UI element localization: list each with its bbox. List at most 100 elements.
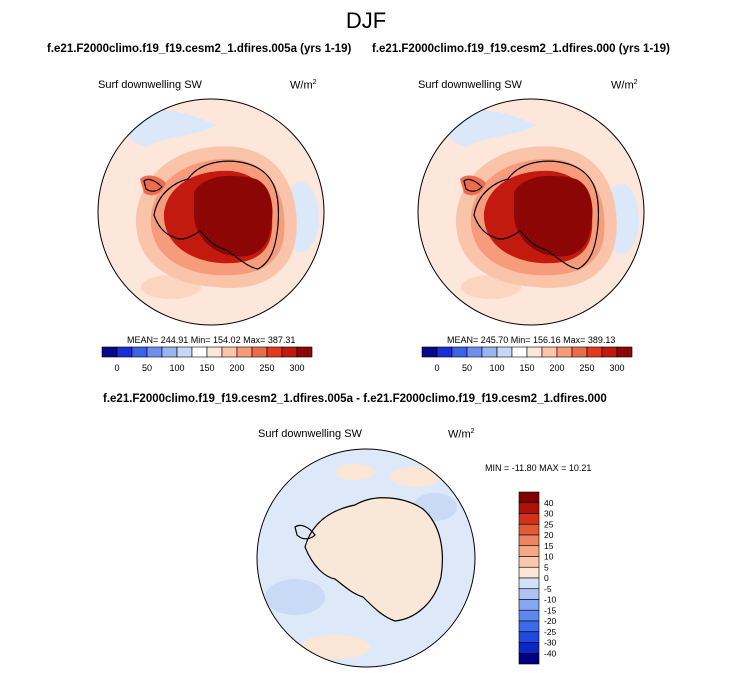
colorbar-cell: [236, 346, 253, 358]
colorbar-cell: [251, 346, 268, 358]
colorbar-cell: [131, 346, 148, 358]
colorbar-tick-label: 0: [434, 363, 439, 373]
panel-2-unit-label: W/m2: [611, 79, 638, 92]
colorbar-cell: [601, 346, 618, 358]
colorbar-tick-label: 250: [259, 363, 274, 373]
colorbar-tick-label: 40: [544, 498, 554, 508]
colorbar-cell: [518, 502, 540, 514]
colorbar-tick-label: 250: [579, 363, 594, 373]
colorbar-cell: [221, 346, 238, 358]
panel-1-stats: MEAN= 244.91 Min= 154.02 Max= 387.31: [127, 335, 296, 345]
colorbar-cell: [511, 346, 528, 358]
colorbar-cell: [571, 346, 588, 358]
colorbar-cell: [541, 346, 558, 358]
colorbar-cell: [556, 346, 573, 358]
colorbar-cell: [518, 588, 540, 600]
colorbar-tick-label: 100: [169, 363, 184, 373]
colorbar-cells: [518, 491, 540, 665]
colorbar-tick-label: 50: [462, 363, 472, 373]
colorbar-cell: [518, 620, 540, 633]
colorbar-cell: [518, 491, 540, 504]
map-peninsula-tip: [460, 175, 486, 196]
colorbar-tick-label: 200: [229, 363, 244, 373]
panel-2-variable-label: Surf downwelling SW: [418, 79, 522, 91]
colorbar-tick-label: 150: [519, 363, 534, 373]
colorbar-tick-label: -20: [544, 616, 557, 626]
diff-map-antarctica: [305, 497, 443, 621]
colorbar-cell: [518, 545, 540, 557]
map-antarctica-interior: [514, 175, 593, 257]
colorbar-cell: [146, 346, 163, 358]
colorbar-tick-label: -30: [544, 638, 557, 648]
panel-1-colorbar: 050100150200250300350: [101, 346, 313, 373]
colorbar-tick-label: 5: [544, 562, 549, 572]
colorbar-tick-label: 0: [114, 363, 119, 373]
season-title: DJF: [345, 8, 387, 33]
panel-2-colorbar: 050100150200250300350: [421, 346, 633, 373]
colorbar-cells: [101, 346, 313, 358]
map-coastline: [143, 160, 280, 270]
colorbar-cell: [518, 652, 540, 665]
diff-stats: MIN = -11.80 MAX = 10.21: [485, 463, 592, 473]
colorbar-cell: [191, 346, 208, 358]
diff-map-coastline: [294, 497, 444, 622]
map-border: [97, 98, 325, 326]
colorbar-cell: [161, 346, 178, 358]
colorbar-cell: [116, 346, 133, 358]
colorbar-cell: [518, 534, 540, 547]
colorbar-tick-label: 50: [142, 363, 152, 373]
diff-map-negative-patch: [265, 579, 325, 615]
colorbar-tick-labels: 050100150200250300350: [114, 363, 304, 373]
diff-map-positive-patch: [390, 467, 440, 487]
colorbar-tick-label: -15: [544, 605, 557, 615]
panel-1-variable-label: Surf downwelling SW: [98, 79, 202, 91]
diff-map: [256, 448, 476, 668]
colorbar-cell: [518, 642, 540, 654]
colorbar-tick-label: -5: [544, 584, 552, 594]
panel-2-stats: MEAN= 245.70 Min= 156.16 Max= 389.13: [447, 335, 616, 345]
colorbar-cell: [496, 346, 513, 358]
diff-variable-label: Surf downwelling SW: [258, 428, 362, 440]
colorbar-cell: [296, 346, 313, 358]
colorbar-cell: [518, 609, 540, 622]
colorbar-tick-label: 0: [544, 573, 549, 583]
colorbar-cell: [281, 346, 298, 358]
panel-1-unit-label: W/m2: [290, 79, 317, 92]
colorbar-cell: [616, 346, 633, 358]
map-coastline: [463, 160, 600, 270]
colorbar-cell: [176, 346, 193, 358]
colorbar-cell: [421, 346, 438, 358]
colorbar-tick-label: -40: [544, 648, 557, 658]
colorbar-cell: [518, 631, 540, 643]
diff-map-border: [256, 448, 476, 668]
map-peninsula-tip: [140, 175, 166, 196]
panel-1-map: [97, 98, 325, 326]
colorbar-cell: [266, 346, 283, 358]
map-border: [417, 98, 645, 326]
colorbar-cell: [451, 346, 468, 358]
colorbar-cell: [101, 346, 118, 358]
colorbar-cell: [518, 577, 540, 590]
colorbar-tick-label: 200: [549, 363, 564, 373]
diff-map-positive-patch: [300, 635, 370, 659]
colorbar-cell: [466, 346, 483, 358]
colorbar-cell: [481, 346, 498, 358]
colorbar-tick-label: -25: [544, 627, 557, 637]
colorbar-cell: [518, 523, 540, 536]
diff-title: f.e21.F2000climo.f19_f19.cesm2_1.dfires.…: [103, 393, 607, 405]
colorbar-cell: [526, 346, 543, 358]
colorbar-cell: [518, 599, 540, 611]
colorbar-cell: [436, 346, 453, 358]
colorbar-cell: [518, 566, 540, 579]
colorbar-tick-label: -10: [544, 595, 557, 605]
colorbar-tick-label: 100: [489, 363, 504, 373]
colorbar-tick-label: 15: [544, 541, 554, 551]
colorbar-cell: [518, 556, 540, 568]
colorbar-tick-label: 30: [544, 509, 554, 519]
colorbar-cell: [206, 346, 223, 358]
colorbar-cell: [518, 513, 540, 525]
diff-map-positive-patch: [335, 464, 375, 480]
colorbar-tick-label: 10: [544, 552, 554, 562]
